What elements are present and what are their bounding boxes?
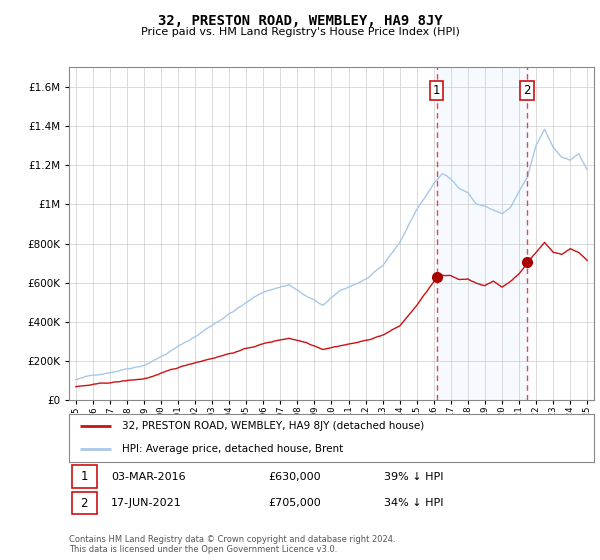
Text: 03-MAR-2016: 03-MAR-2016 [111,472,185,482]
Text: 1: 1 [80,470,88,483]
Text: 1: 1 [433,84,440,97]
Text: Contains HM Land Registry data © Crown copyright and database right 2024.
This d: Contains HM Land Registry data © Crown c… [69,535,395,554]
Text: 39% ↓ HPI: 39% ↓ HPI [384,472,443,482]
Text: 2: 2 [80,497,88,510]
Text: £630,000: £630,000 [269,472,321,482]
FancyBboxPatch shape [71,492,97,514]
FancyBboxPatch shape [71,465,97,488]
Text: 32, PRESTON ROAD, WEMBLEY, HA9 8JY (detached house): 32, PRESTON ROAD, WEMBLEY, HA9 8JY (deta… [121,421,424,431]
Text: 32, PRESTON ROAD, WEMBLEY, HA9 8JY: 32, PRESTON ROAD, WEMBLEY, HA9 8JY [158,14,442,28]
Text: HPI: Average price, detached house, Brent: HPI: Average price, detached house, Bren… [121,444,343,454]
Text: 17-JUN-2021: 17-JUN-2021 [111,498,182,508]
Text: Price paid vs. HM Land Registry's House Price Index (HPI): Price paid vs. HM Land Registry's House … [140,27,460,37]
Text: 34% ↓ HPI: 34% ↓ HPI [384,498,443,508]
Bar [437,67,527,400]
Text: £705,000: £705,000 [269,498,321,508]
Text: 2: 2 [523,84,530,97]
